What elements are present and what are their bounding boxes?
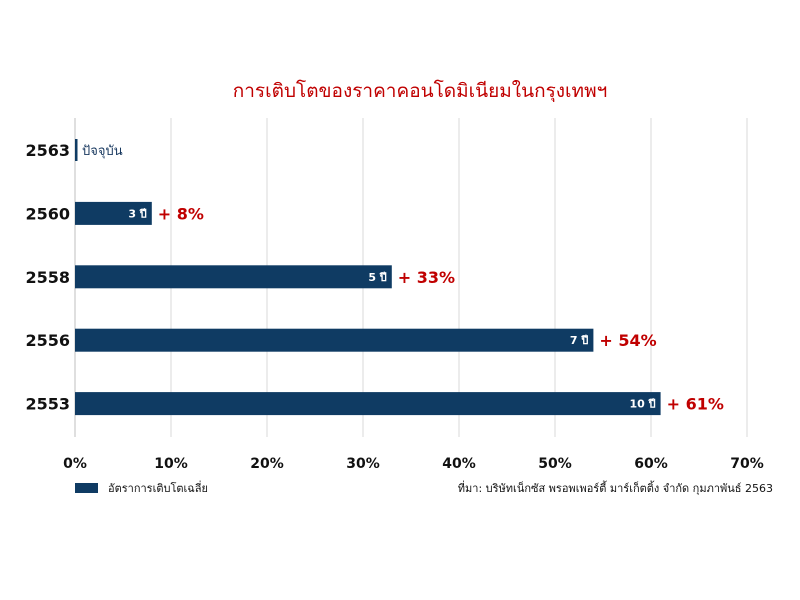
bar [75,392,661,416]
bar-period-label: 3 ปี [128,207,146,220]
bar-period-label: 10 ปี [629,398,655,411]
x-tick-label: 20% [250,456,284,472]
y-tick-label: 2553 [25,395,70,414]
current-marker [75,139,78,161]
bar [75,201,152,225]
legend-swatch [75,483,98,493]
bar-period-label: 5 ปี [368,271,386,284]
growth-label: + 8% [158,204,204,223]
growth-label: + 54% [599,331,656,350]
bars [75,139,661,416]
growth-label: + 33% [398,268,455,287]
x-tick-label: 10% [154,456,188,472]
legend-label: อัตราการเติบโตเฉลี่ย [108,480,208,495]
x-tick-label: 70% [730,456,764,472]
bar-period-label: 7 ปี [570,334,588,347]
x-tick-label: 30% [346,456,380,472]
source-note: ที่มา: บริษัทเน็กซัส พรอพเพอร์ตี้ มาร์เก… [458,480,773,495]
labels: 0% 10% 20% 30% 40% 50% 60% 70% 2563 ปัจจุบัน 2560 3… [25,141,763,472]
bar [75,265,392,289]
y-tick-label: 2563 [25,141,70,160]
x-tick-label: 60% [634,456,668,472]
chart-title: การเติบโตของราคาคอนโดมิเนียมในกรุงเทพฯ [233,79,608,103]
bar [75,328,594,352]
growth-label: + 61% [667,395,724,414]
y-tick-label: 2560 [25,204,70,223]
current-label: ปัจจุบัน [82,144,123,159]
y-tick-label: 2556 [25,331,70,350]
x-tick-label: 0% [63,456,87,472]
x-tick-label: 40% [442,456,476,472]
x-tick-label: 50% [538,456,572,472]
y-tick-label: 2558 [25,268,70,287]
